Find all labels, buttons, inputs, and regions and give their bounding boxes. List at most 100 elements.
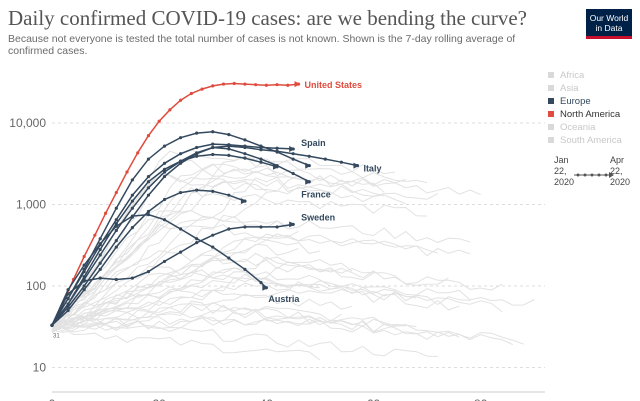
data-point — [195, 131, 199, 135]
data-point — [82, 284, 86, 288]
data-point — [98, 253, 102, 257]
background-country-line — [51, 273, 417, 333]
data-point — [195, 237, 199, 241]
data-point — [130, 206, 134, 210]
background-country-line — [51, 317, 514, 346]
line-end-arrow — [305, 162, 312, 169]
logo-line-2: in Data — [595, 22, 623, 33]
subtitle-line-2: confirmed cases. — [8, 45, 88, 57]
data-point — [98, 247, 102, 252]
legend-label: North America — [560, 109, 621, 120]
data-point — [50, 323, 54, 327]
x-tick-label: 40 — [260, 397, 274, 401]
legend-item-oceania[interactable]: Oceania — [548, 122, 595, 133]
data-point — [146, 180, 151, 184]
timeline-start-date: Jan 22, 2020 — [554, 155, 574, 188]
data-point — [195, 188, 199, 192]
data-point — [162, 259, 167, 264]
data-point — [157, 119, 161, 123]
data-point — [162, 161, 167, 165]
legend-item-north-america[interactable]: North America — [548, 109, 620, 120]
data-point — [114, 190, 118, 195]
background-country-line — [51, 324, 438, 357]
legend-item-africa[interactable]: Africa — [548, 70, 584, 81]
data-point — [130, 193, 134, 197]
data-point — [243, 82, 247, 86]
timeline-end-year: 2020 — [610, 177, 631, 187]
background-country-line — [51, 243, 299, 331]
data-point — [227, 256, 231, 260]
line-end-arrow — [240, 198, 247, 205]
data-point — [66, 302, 70, 306]
series-unlabeled[interactable] — [50, 188, 247, 327]
timeline-arrow — [574, 172, 614, 178]
background-country-line — [51, 155, 428, 326]
start-value-label: 31 — [53, 333, 60, 339]
legend-item-asia[interactable]: Asia — [548, 83, 578, 94]
data-point — [179, 152, 183, 156]
series-unlabeled[interactable] — [50, 152, 280, 327]
legend-item-south-america[interactable]: South America — [548, 135, 622, 146]
chart-subtitle: Because not everyone is tested the total… — [8, 33, 548, 57]
data-point — [162, 174, 167, 179]
data-point — [82, 254, 86, 259]
data-point — [264, 83, 268, 87]
background-country-line — [51, 265, 449, 327]
data-point — [130, 178, 134, 182]
line-end-arrow — [353, 162, 360, 169]
data-point — [179, 250, 183, 254]
data-point — [211, 233, 215, 237]
series-label: Sweden — [301, 212, 335, 222]
background-country-line — [51, 267, 535, 329]
background-country-line — [51, 252, 353, 329]
legend-label: Oceania — [560, 122, 596, 133]
data-point — [146, 157, 151, 161]
data-point — [66, 305, 70, 309]
line-end-arrow — [289, 221, 296, 228]
background-country-line — [51, 187, 428, 329]
timeline-end-month: Apr — [610, 155, 625, 165]
series-united-states[interactable]: United States — [50, 80, 362, 327]
data-point — [146, 209, 151, 214]
data-point — [200, 87, 204, 91]
data-point — [195, 145, 199, 150]
data-point — [339, 160, 343, 164]
data-point — [146, 193, 151, 197]
series-line — [51, 82, 299, 326]
data-point — [82, 263, 86, 267]
data-point — [162, 197, 167, 202]
data-point — [211, 130, 215, 134]
x-tick-label: 80 — [474, 397, 488, 401]
data-point — [307, 154, 311, 158]
data-point — [291, 157, 295, 161]
data-point — [130, 214, 134, 218]
data-point — [227, 153, 231, 157]
data-point — [114, 206, 118, 210]
data-point — [243, 152, 247, 156]
y-tick-label: 10,000 — [9, 116, 46, 130]
data-point — [211, 189, 215, 193]
data-point — [130, 226, 134, 230]
data-point — [195, 154, 199, 158]
data-point — [98, 242, 102, 246]
owid-logo[interactable]: Our World in Data — [586, 9, 632, 39]
gridlines — [52, 122, 545, 393]
data-point — [146, 270, 151, 274]
background-country-line — [51, 286, 353, 332]
legend-label: Africa — [560, 70, 585, 81]
data-point — [189, 91, 193, 96]
background-country-line — [51, 215, 289, 326]
data-point — [211, 145, 215, 150]
background-country-line — [51, 265, 320, 334]
data-point — [162, 218, 167, 222]
data-point — [98, 237, 102, 241]
legend-item-europe[interactable]: Europe — [548, 96, 591, 107]
series-label: France — [301, 190, 331, 200]
data-point — [66, 296, 70, 301]
data-point — [179, 98, 183, 102]
data-point — [114, 228, 118, 233]
series-france[interactable]: France — [50, 145, 331, 327]
subtitle-line-1: Because not everyone is tested the total… — [8, 33, 516, 45]
series-label: Spain — [301, 138, 326, 148]
